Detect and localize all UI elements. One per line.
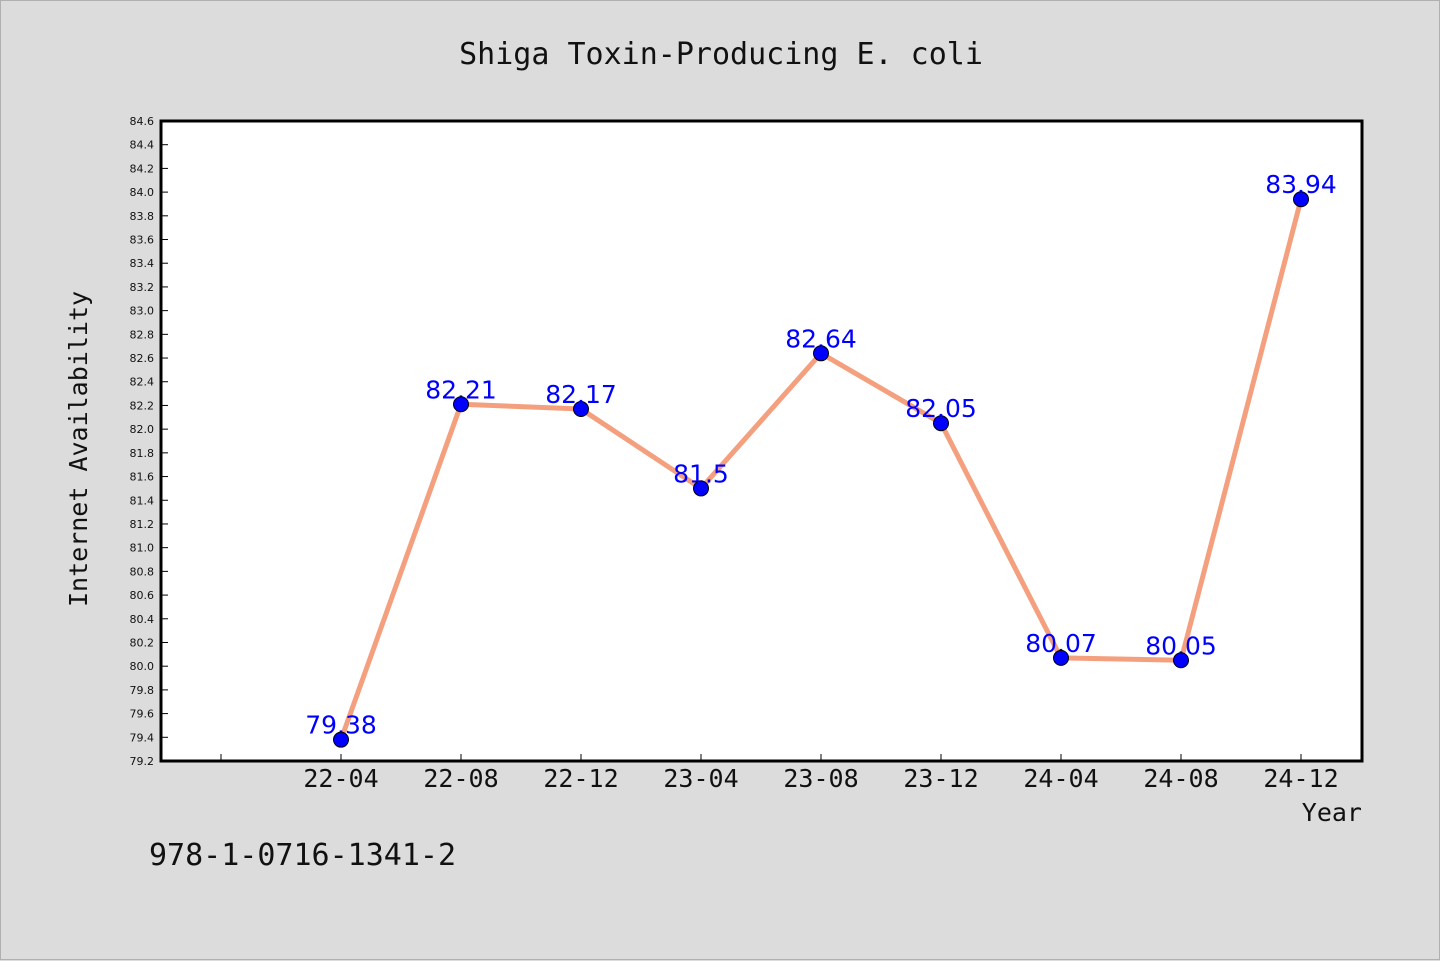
y-tick-label: 81.0	[130, 542, 155, 555]
data-point	[573, 401, 589, 417]
data-point	[333, 731, 349, 748]
y-tick-label: 81.4	[130, 494, 155, 507]
y-tick-label: 82.0	[130, 423, 155, 436]
footnote-isbn: 978-1-0716-1341-2	[149, 838, 456, 873]
y-tick-label: 81.8	[130, 447, 155, 460]
plot-area	[159, 119, 1364, 763]
y-tick-label: 82.2	[130, 399, 155, 412]
data-point	[813, 345, 829, 362]
y-tick-label: 81.2	[130, 518, 155, 531]
y-tick-label: 84.2	[130, 162, 155, 175]
y-tick-label: 83.4	[130, 257, 155, 270]
data-point	[1293, 191, 1309, 208]
x-tick-label: 23-12	[903, 764, 978, 793]
x-tick-label: 22-04	[303, 764, 378, 793]
y-axis-ticks: 79.2 79.4 79.6 79.8 80.0 80.2 80.4 80.6 80.8 81.0…	[130, 115, 168, 768]
data-point	[1173, 652, 1189, 669]
y-tick-label: 80.2	[130, 636, 155, 649]
y-tick-label: 84.4	[130, 139, 155, 152]
y-tick-label: 81.6	[130, 471, 155, 484]
y-tick-label: 84.6	[130, 115, 155, 128]
y-tick-label: 79.6	[130, 708, 155, 721]
x-tick-label: 24-04	[1023, 764, 1098, 793]
y-tick-label: 80.0	[130, 660, 155, 673]
x-tick-label: 22-08	[423, 764, 498, 793]
y-tick-label: 84.0	[130, 186, 155, 199]
y-tick-label: 82.6	[130, 352, 155, 365]
data-point	[1053, 649, 1069, 666]
y-tick-label: 79.8	[130, 684, 155, 697]
y-tick-label: 83.0	[130, 305, 155, 318]
x-tick-label: 24-12	[1263, 764, 1338, 793]
y-tick-label: 83.6	[130, 234, 155, 247]
y-tick-label: 80.6	[130, 589, 155, 602]
y-tick-label: 79.4	[130, 731, 155, 744]
x-axis-ticks: 22-04 22-08 22-12 23-04 23-08 23-12 24-04 24-08…	[220, 754, 1339, 793]
chart-title: Shiga Toxin-Producing E. coli	[459, 37, 983, 72]
data-point	[933, 415, 949, 432]
y-tick-label: 79.2	[130, 755, 155, 768]
y-tick-label: 82.4	[130, 376, 155, 389]
y-tick-label: 83.2	[130, 281, 155, 294]
y-axis-label: Internet Availability	[64, 291, 93, 607]
x-tick-label: 24-08	[1143, 764, 1218, 793]
x-tick-label: 23-08	[783, 764, 858, 793]
y-tick-label: 80.4	[130, 613, 155, 626]
y-tick-label: 83.8	[130, 210, 155, 223]
y-tick-label: 82.8	[130, 328, 155, 341]
x-tick-label: 23-04	[663, 764, 738, 793]
data-point	[453, 396, 469, 413]
x-axis-label: Year	[1302, 798, 1362, 827]
data-point	[693, 480, 709, 497]
y-tick-label: 80.8	[130, 565, 155, 578]
x-tick-label: 22-12	[543, 764, 618, 793]
